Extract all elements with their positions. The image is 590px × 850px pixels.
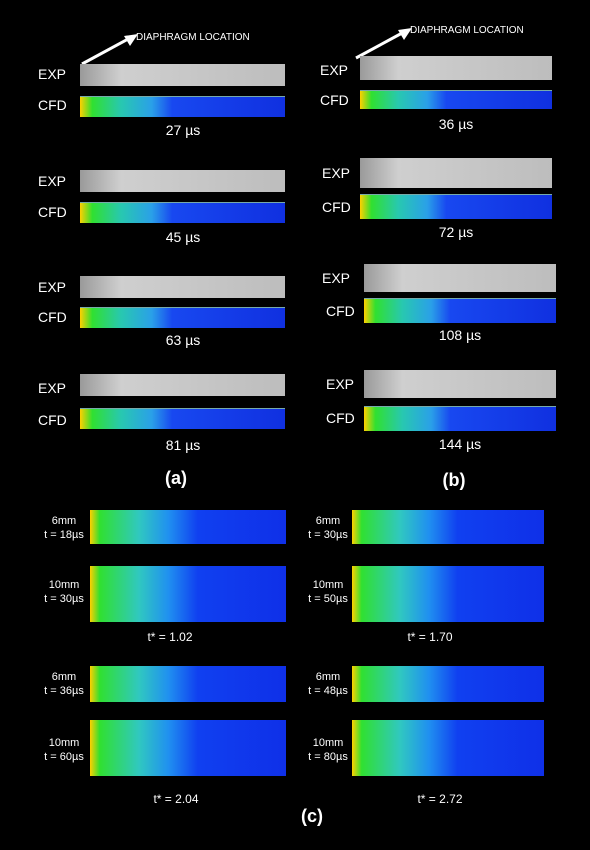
size-text: 6mm — [51, 671, 77, 683]
exp-image — [80, 170, 285, 192]
cfd-image — [90, 566, 286, 622]
panel-label-b: (b) — [442, 470, 466, 490]
time-caption: 72 µs — [438, 224, 474, 240]
panel-label-c: (c) — [301, 806, 323, 826]
cfd-image — [80, 408, 285, 429]
tstar-label: t* = 1.02 — [147, 630, 193, 644]
time-text: t = 30µs — [308, 529, 348, 541]
exp-image — [364, 264, 556, 292]
arrow-icon — [81, 34, 138, 66]
size-label: 10mm t = 50µs — [304, 578, 352, 606]
cfd-image — [360, 194, 552, 219]
time-caption: 144 µs — [438, 436, 482, 452]
cfd-label: CFD — [38, 309, 67, 325]
cfd-image — [352, 720, 544, 776]
diaphragm-annotation-a: DIAPHRAGM LOCATION — [136, 32, 250, 43]
exp-label: EXP — [322, 165, 351, 181]
time-text: t = 18µs — [44, 529, 84, 541]
exp-image — [360, 56, 552, 80]
exp-label: EXP — [38, 279, 67, 295]
exp-label: EXP — [38, 66, 67, 82]
size-label: 10mm t = 30µs — [40, 578, 88, 606]
cfd-label: CFD — [322, 199, 351, 215]
time-text: t = 30µs — [44, 593, 84, 605]
size-text: 10mm — [48, 579, 80, 591]
size-text: 6mm — [315, 671, 341, 683]
cfd-image — [364, 298, 556, 323]
time-caption: 45 µs — [165, 229, 201, 245]
panel-label-a: (a) — [165, 468, 187, 488]
cfd-image — [80, 202, 285, 223]
cfd-image — [352, 510, 544, 544]
cfd-image — [352, 566, 544, 622]
exp-label: EXP — [326, 376, 355, 392]
size-text: 6mm — [315, 515, 341, 527]
exp-image — [364, 370, 556, 398]
tstar-label: t* = 2.72 — [417, 792, 463, 806]
size-text: 10mm — [48, 737, 80, 749]
size-label: 10mm t = 60µs — [40, 736, 88, 764]
time-text: t = 48µs — [308, 685, 348, 697]
cfd-label: CFD — [38, 97, 67, 113]
size-label: 6mm t = 48µs — [304, 670, 352, 698]
cfd-label: CFD — [320, 92, 349, 108]
tstar-label: t* = 2.04 — [153, 792, 199, 806]
size-label: 6mm t = 18µs — [40, 514, 88, 542]
tstar-label: t* = 1.70 — [407, 630, 453, 644]
cfd-image — [80, 96, 285, 117]
cfd-image — [90, 720, 286, 776]
diaphragm-annotation-b: DIAPHRAGM LOCATION — [410, 25, 524, 36]
arrow-icon — [355, 28, 412, 60]
time-caption: 108 µs — [438, 327, 482, 343]
time-caption: 63 µs — [165, 332, 201, 348]
cfd-image — [80, 307, 285, 328]
exp-label: EXP — [322, 270, 351, 286]
exp-label: EXP — [320, 62, 349, 78]
cfd-label: CFD — [326, 410, 355, 426]
exp-label: EXP — [38, 173, 67, 189]
time-text: t = 80µs — [308, 751, 348, 763]
cfd-label: CFD — [38, 204, 67, 220]
exp-image — [80, 276, 285, 298]
size-label: 6mm t = 36µs — [40, 670, 88, 698]
time-caption: 27 µs — [165, 122, 201, 138]
time-text: t = 50µs — [308, 593, 348, 605]
exp-image — [80, 64, 285, 86]
exp-label: EXP — [38, 380, 67, 396]
time-caption: 81 µs — [165, 437, 201, 453]
size-label: 10mm t = 80µs — [304, 736, 352, 764]
cfd-image — [90, 510, 286, 544]
time-text: t = 60µs — [44, 751, 84, 763]
exp-image — [80, 374, 285, 396]
cfd-label: CFD — [38, 412, 67, 428]
cfd-image — [360, 90, 552, 109]
cfd-image — [90, 666, 286, 702]
size-text: 10mm — [312, 737, 344, 749]
size-text: 10mm — [312, 579, 344, 591]
time-caption: 36 µs — [438, 116, 474, 132]
time-text: t = 36µs — [44, 685, 84, 697]
cfd-image — [352, 666, 544, 702]
cfd-image — [364, 406, 556, 431]
size-text: 6mm — [51, 515, 77, 527]
size-label: 6mm t = 30µs — [304, 514, 352, 542]
exp-image — [360, 158, 552, 188]
cfd-label: CFD — [326, 303, 355, 319]
